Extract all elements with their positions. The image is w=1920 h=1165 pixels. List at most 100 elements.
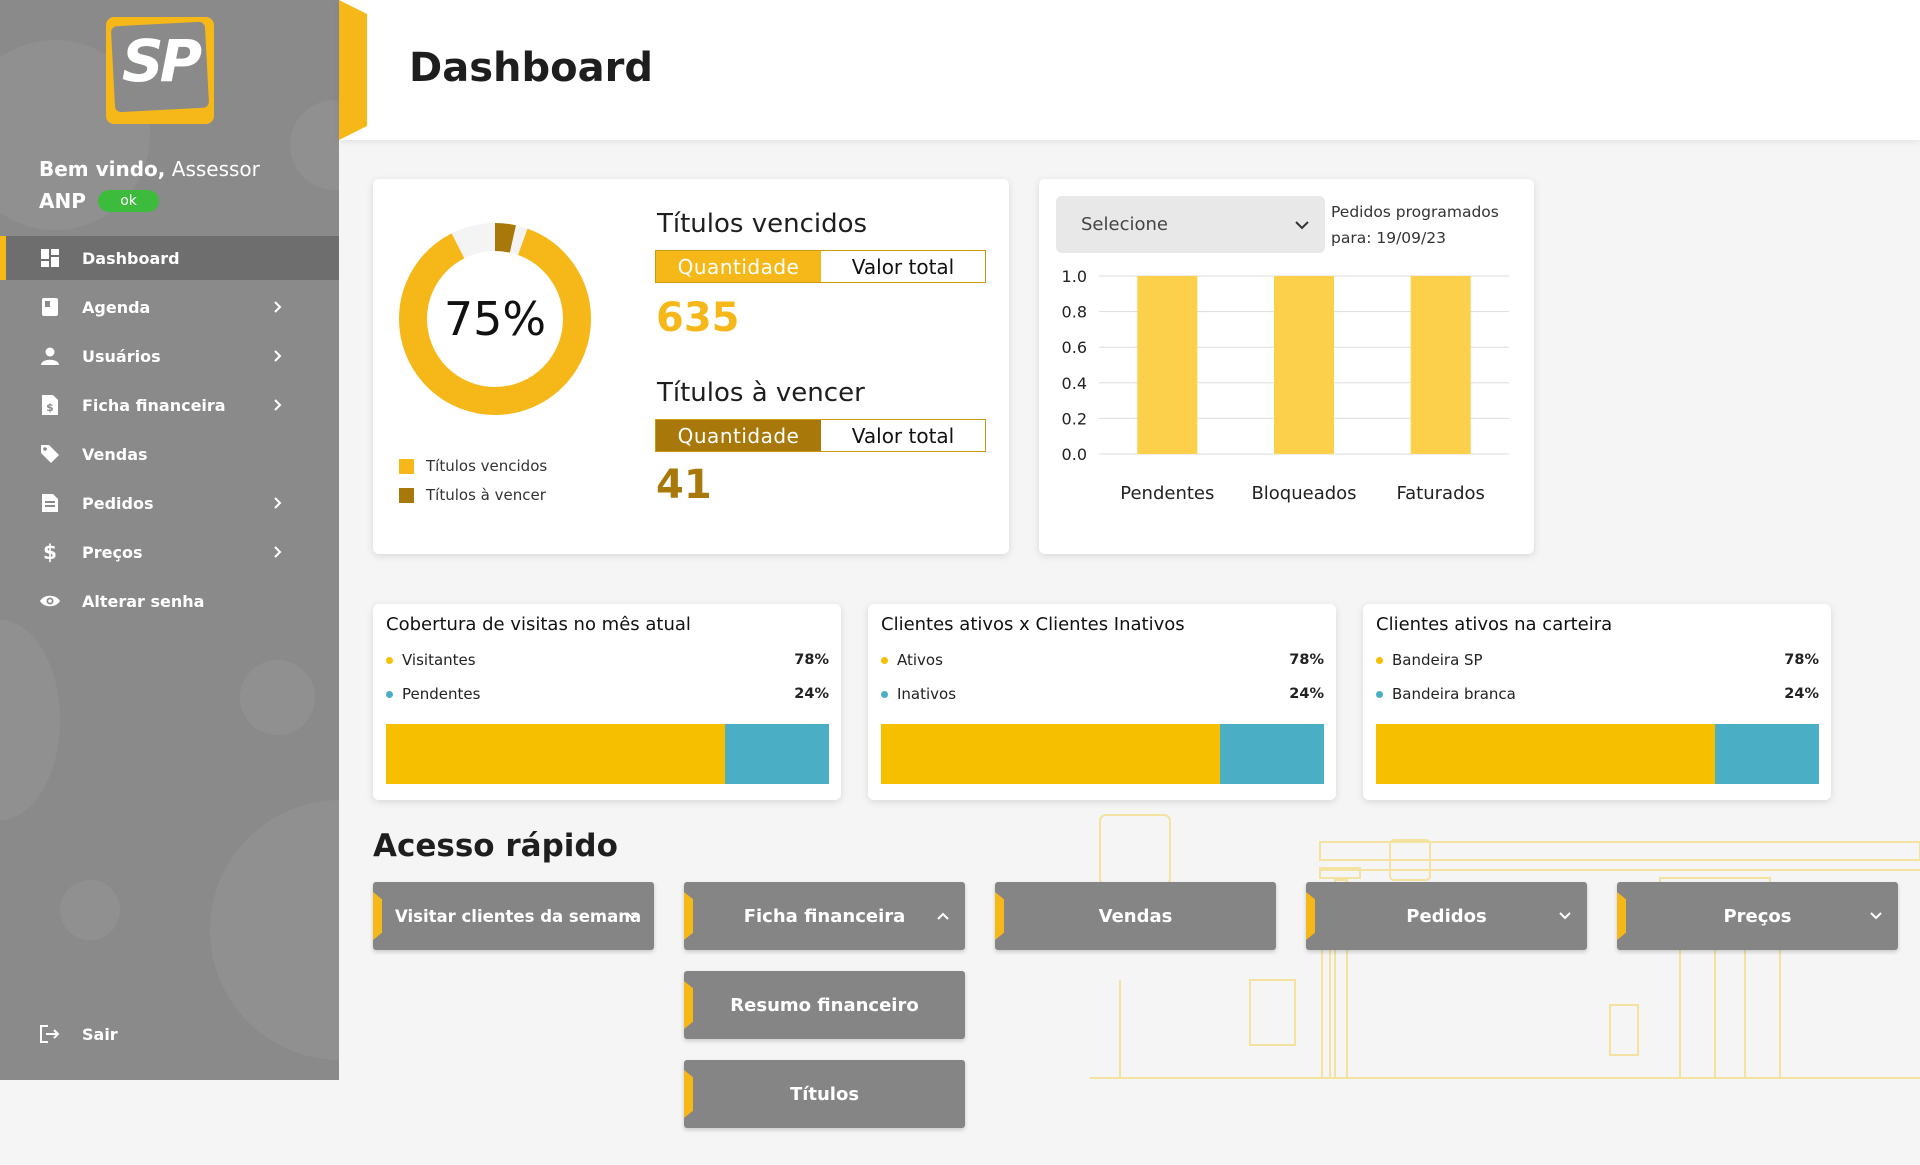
page-header	[339, 0, 1920, 140]
stat-row: Inativos 24%	[881, 684, 1324, 704]
sidebar-item-dashboard[interactable]: Dashboard	[0, 236, 339, 280]
dollar-icon: $	[43, 540, 57, 564]
donut-percent: 75%	[443, 292, 547, 346]
sidebar-nav: Dashboard Agenda Usuários $ Ficha financ…	[0, 236, 339, 628]
chevron-right-icon	[274, 497, 282, 509]
button-label: Resumo financeiro	[730, 994, 919, 1016]
bar-faturados	[1410, 276, 1471, 454]
legend-item-upcoming: Títulos à vencer	[399, 486, 546, 504]
stat-stacked-bar	[881, 724, 1324, 784]
logout-label: Sair	[82, 1024, 118, 1044]
date-select[interactable]: Selecione	[1056, 196, 1325, 253]
sidebar-item-precos[interactable]: $ Preços	[0, 530, 339, 574]
upcoming-total-toggle[interactable]: Valor total	[821, 420, 985, 451]
legend-dot	[1376, 690, 1383, 698]
button-label: Pedidos	[1406, 905, 1487, 927]
background-bubble	[0, 620, 60, 820]
scheduled-orders-label: Pedidos programados para: 19/09/23	[1331, 203, 1499, 247]
eye-icon	[38, 589, 62, 613]
x-tick-label: Bloqueados	[1251, 483, 1356, 504]
select-value: Selecione	[1081, 214, 1168, 235]
quick-finance-button[interactable]: Ficha financeira	[684, 882, 965, 950]
button-label: Vendas	[1098, 905, 1173, 927]
y-tick-label: 0.4	[1062, 374, 1087, 393]
sidebar-item-pedidos[interactable]: Pedidos	[0, 481, 339, 525]
legend-item-overdue: Títulos vencidos	[399, 457, 547, 475]
sidebar-item-vendas[interactable]: Vendas	[0, 432, 339, 476]
bar-pendentes	[1137, 276, 1198, 454]
chevron-down-icon	[1559, 912, 1571, 920]
legend-dot	[1376, 656, 1383, 664]
upcoming-quantity-toggle[interactable]: Quantidade	[656, 420, 821, 451]
stat-percent: 78%	[794, 652, 829, 668]
bar-segment-primary	[1376, 724, 1715, 784]
stat-label: Bandeira branca	[1392, 685, 1516, 703]
donut-overdue-arc	[399, 223, 591, 415]
quick-prices-button[interactable]: Preços	[1617, 882, 1898, 950]
quick-sales-button[interactable]: Vendas	[995, 882, 1276, 950]
stat-percent: 24%	[1784, 686, 1819, 702]
legend-label: Títulos à vencer	[426, 486, 546, 504]
legend-label: Títulos vencidos	[426, 457, 548, 475]
person-icon	[38, 344, 62, 368]
stat-row: Visitantes 78%	[386, 650, 829, 670]
background-bubble	[240, 660, 315, 735]
sidebar-item-usuarios[interactable]: Usuários	[0, 334, 339, 378]
stat-percent: 78%	[1784, 652, 1819, 668]
visits-coverage-card: Cobertura de visitas no mês atual Visita…	[373, 604, 841, 800]
document-dollar-icon: $	[38, 393, 62, 417]
x-tick-label: Faturados	[1396, 483, 1484, 504]
stat-stacked-bar	[386, 724, 829, 784]
stat-label: Ativos	[897, 651, 943, 669]
bar-segment-primary	[386, 724, 725, 784]
sidebar-item-agenda[interactable]: Agenda	[0, 285, 339, 329]
overdue-quantity-toggle[interactable]: Quantidade	[656, 251, 821, 282]
stat-row: Pendentes 24%	[386, 684, 829, 704]
svg-text:$: $	[46, 401, 54, 414]
titles-card: 75% Títulos vencidos Títulos à vencer Tí…	[373, 179, 1009, 554]
sidebar-item-label: Pedidos	[82, 493, 154, 513]
logout-icon	[38, 1022, 62, 1046]
chevron-up-icon	[937, 912, 949, 920]
upcoming-count: 41	[656, 462, 712, 508]
quick-finance-summary-button[interactable]: Resumo financeiro	[684, 971, 965, 1039]
upcoming-title: Títulos à vencer	[657, 378, 865, 408]
sidebar-item-label: Dashboard	[82, 248, 180, 268]
brand-logo[interactable]: SP	[106, 17, 214, 124]
quick-visit-clients-button[interactable]: Visitar clientes da semana	[373, 882, 654, 950]
sidebar-item-label: Agenda	[82, 297, 151, 317]
donut-upcoming-arc	[399, 223, 591, 415]
button-label: Ficha financeira	[743, 905, 906, 927]
sidebar-item-label: Ficha financeira	[82, 395, 226, 415]
header-accent-shape	[339, 0, 367, 140]
y-tick-label: 0.2	[1062, 409, 1087, 428]
stat-row: Bandeira SP 78%	[1376, 650, 1819, 670]
logout-button[interactable]: Sair	[0, 1012, 339, 1056]
sidebar-item-alterar-senha[interactable]: Alterar senha	[0, 579, 339, 623]
orders-bar-chart: 1.0 0.8 0.6 0.4 0.2 0.0 Pendentes Bloqueados Fat…	[1062, 267, 1509, 504]
stat-card-title: Clientes ativos na carteira	[1376, 614, 1613, 635]
orders-chart-card: Selecione Pedidos programados para: 19/0…	[1039, 179, 1534, 554]
upcoming-metric-toggle: Quantidade Valor total	[655, 419, 986, 452]
stat-row: Bandeira branca 24%	[1376, 684, 1819, 704]
active-inactive-clients-card: Clientes ativos x Clientes Inativos Ativ…	[868, 604, 1336, 800]
page-title: Dashboard	[409, 45, 653, 91]
sidebar-item-label: Alterar senha	[82, 591, 205, 611]
chevron-down-icon	[626, 912, 638, 920]
stat-card-title: Cobertura de visitas no mês atual	[386, 614, 691, 635]
button-label: Visitar clientes da semana	[395, 906, 642, 926]
legend-dot	[881, 656, 888, 664]
button-label: Títulos	[789, 1083, 860, 1105]
welcome-role: Assessor	[171, 157, 260, 181]
sidebar-item-ficha-financeira[interactable]: $ Ficha financeira	[0, 383, 339, 427]
user-name: ANP	[39, 189, 86, 213]
quick-access-title: Acesso rápido	[373, 828, 618, 864]
legend-swatch	[399, 487, 414, 503]
y-tick-label: 0.8	[1062, 303, 1087, 322]
quick-finance-titles-button[interactable]: Títulos	[684, 1060, 965, 1128]
chevron-down-icon	[1870, 912, 1882, 920]
overdue-total-toggle[interactable]: Valor total	[821, 251, 985, 282]
legend-swatch	[399, 458, 414, 474]
quick-orders-button[interactable]: Pedidos	[1306, 882, 1587, 950]
overdue-count: 635	[656, 295, 740, 341]
